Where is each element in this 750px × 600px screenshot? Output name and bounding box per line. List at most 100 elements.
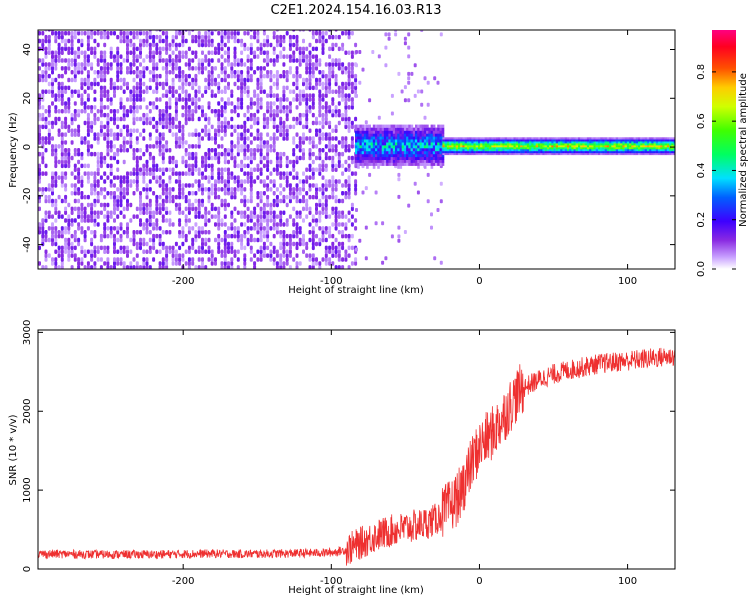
heat-cell xyxy=(223,30,227,32)
heat-cell xyxy=(266,226,270,231)
heat-cell xyxy=(655,139,659,142)
heat-cell xyxy=(109,101,113,106)
heat-cell xyxy=(633,139,636,142)
heat-cell xyxy=(421,127,425,131)
heat-cell xyxy=(80,163,84,169)
heat-cell xyxy=(388,151,391,155)
heat-cell xyxy=(60,226,64,231)
heat-cell xyxy=(155,34,159,40)
heat-cell xyxy=(41,218,45,223)
heat-cell xyxy=(328,230,332,235)
heat-cell xyxy=(96,214,100,219)
heat-cell xyxy=(595,139,599,142)
heat-cell xyxy=(354,261,358,266)
heat-cell xyxy=(194,163,198,169)
heat-cell xyxy=(249,218,253,223)
heat-cell xyxy=(415,145,418,149)
heat-cell xyxy=(253,116,257,122)
heat-cell xyxy=(399,156,403,160)
heat-cell xyxy=(135,175,139,180)
heat-cell xyxy=(498,139,501,142)
heat-cell xyxy=(223,249,227,254)
heat-cell xyxy=(401,142,405,146)
heat-cell xyxy=(395,162,398,166)
heat-cell xyxy=(155,175,159,180)
heat-cell xyxy=(423,165,427,169)
heat-cell xyxy=(233,34,237,40)
heat-cell xyxy=(482,137,485,140)
heat-cell xyxy=(233,187,237,192)
heat-cell xyxy=(460,152,463,156)
heat-cell xyxy=(397,225,401,230)
heat-cell xyxy=(233,58,237,63)
heat-cell xyxy=(403,136,407,140)
heat-cell xyxy=(148,237,152,243)
heat-cell xyxy=(275,109,279,114)
heat-cell xyxy=(249,42,253,48)
heat-cell xyxy=(428,153,431,158)
heat-cell xyxy=(649,145,652,148)
heat-cell xyxy=(70,253,74,258)
heat-cell xyxy=(321,210,325,215)
heat-cell xyxy=(243,85,247,91)
heat-cell xyxy=(295,226,299,231)
heat-cell xyxy=(57,194,61,200)
heat-cell xyxy=(388,130,391,134)
heat-cell xyxy=(347,31,351,36)
heat-cell xyxy=(403,98,407,103)
heat-cell xyxy=(288,70,292,75)
heat-cell xyxy=(462,151,465,154)
heat-cell xyxy=(653,149,656,152)
heat-cell xyxy=(375,151,378,155)
heat-cell xyxy=(515,145,519,148)
heat-cell xyxy=(430,145,434,149)
heat-cell xyxy=(165,261,169,266)
heat-cell xyxy=(423,136,427,140)
heat-cell xyxy=(126,222,129,227)
heat-cell xyxy=(54,218,58,223)
heat-cell xyxy=(379,136,383,140)
heat-cell xyxy=(337,222,341,227)
heat-cell xyxy=(103,34,107,40)
heat-cell xyxy=(511,151,514,154)
heat-cell xyxy=(41,77,45,83)
heat-cell xyxy=(399,145,403,149)
heat-cell xyxy=(246,77,250,83)
heat-cell xyxy=(60,97,64,102)
heat-cell xyxy=(435,153,438,158)
heat-cell xyxy=(383,159,387,163)
heat-cell xyxy=(341,198,345,204)
heat-cell xyxy=(233,50,237,55)
heat-cell xyxy=(99,54,103,59)
heat-cell xyxy=(187,163,191,169)
heat-cell xyxy=(165,112,169,118)
heat-cell xyxy=(204,155,208,161)
heat-cell xyxy=(334,237,338,243)
heat-cell xyxy=(642,141,645,144)
heat-cell xyxy=(70,31,74,36)
heat-cell xyxy=(73,167,77,172)
heat-cell xyxy=(337,155,341,161)
heat-cell xyxy=(194,105,198,110)
heat-cell xyxy=(407,98,411,103)
heat-cell xyxy=(506,151,510,154)
heat-cell xyxy=(355,151,358,155)
heat-cell xyxy=(77,257,81,262)
heat-cell xyxy=(288,241,292,247)
heat-cell xyxy=(243,163,247,169)
heat-cell xyxy=(165,109,169,114)
heat-cell xyxy=(187,116,191,122)
heat-cell xyxy=(347,97,351,102)
heat-cell xyxy=(204,210,208,215)
heat-cell xyxy=(126,191,129,196)
heat-cell xyxy=(451,145,454,148)
heat-cell xyxy=(646,137,650,140)
heat-cell xyxy=(165,93,169,98)
heat-cell xyxy=(119,233,123,239)
heat-cell xyxy=(460,145,463,148)
heat-cell xyxy=(388,127,391,131)
heat-cell xyxy=(589,137,592,140)
heat-cell xyxy=(217,214,221,219)
heat-cell xyxy=(90,46,94,52)
heat-cell xyxy=(158,151,162,157)
